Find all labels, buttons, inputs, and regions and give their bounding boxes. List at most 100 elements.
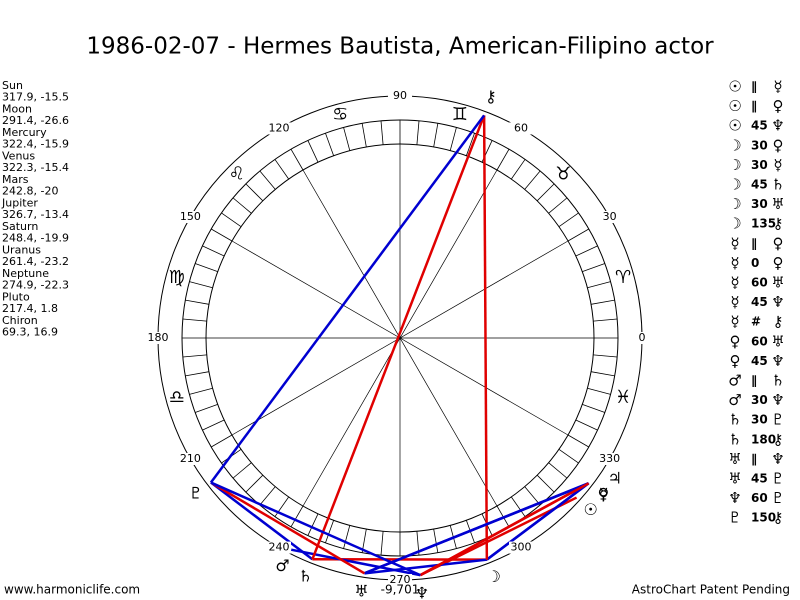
- planet-name: Saturn: [2, 220, 38, 233]
- band-tick: [524, 170, 541, 190]
- aspect-planet-a: ♄: [728, 411, 741, 429]
- band-tick: [548, 462, 568, 479]
- aspect-type: 180: [751, 432, 776, 446]
- aspect-planet-a: ☽: [728, 156, 741, 174]
- aspect-planet-b: ♀: [773, 234, 784, 252]
- band-tick: [274, 159, 290, 180]
- aspect-line: [209, 114, 486, 484]
- degree-label-bg: [178, 453, 203, 465]
- planet-coords: 274.9, -22.3: [2, 279, 69, 292]
- tick-band: [182, 120, 618, 556]
- planet-coords: 248.4, -19.9: [2, 232, 69, 245]
- declination: -15.4: [41, 161, 69, 174]
- band-tick: [575, 245, 598, 257]
- aspect-planet-b: ♅: [771, 274, 784, 292]
- degree-label: 210: [180, 452, 201, 465]
- declination: -20: [41, 185, 59, 198]
- band-tick: [185, 299, 210, 305]
- declination: -26.6: [41, 114, 69, 127]
- band-tick: [211, 434, 233, 448]
- degree-label: 270: [390, 573, 411, 586]
- sign-glyph: ♊: [452, 104, 468, 125]
- planet-glyph: ♃: [608, 469, 622, 488]
- aspect-type: 30: [751, 197, 768, 211]
- planet-glyph: ☉: [584, 500, 598, 519]
- planet-name: Pluto: [2, 291, 30, 304]
- aspect-type: 45: [751, 354, 768, 368]
- planet-coords: 291.4, -26.6: [2, 114, 69, 127]
- planet-coords: 322.4, -15.9: [2, 138, 69, 151]
- aspect-planet-a: ♇: [728, 509, 741, 527]
- aspect-planet-b: ♆: [771, 293, 784, 311]
- aspect-type: 30: [751, 158, 768, 172]
- degree-label: 300: [511, 541, 532, 554]
- band-tick: [524, 486, 541, 506]
- degree-label: 60: [514, 121, 528, 134]
- degree-label-bg: [388, 574, 412, 586]
- aspect-planet-a: ☽: [728, 195, 741, 213]
- planet-glyph: ☽: [487, 567, 501, 586]
- band-tick: [189, 387, 213, 395]
- aspect-type: 60: [751, 276, 768, 290]
- planet-coords: 322.3, -15.4: [2, 161, 69, 174]
- aspect-planet-b: ☿: [773, 156, 782, 174]
- degree-label: 120: [269, 121, 290, 134]
- aspect-planet-a: ♄: [728, 430, 741, 448]
- degree-label-bg: [178, 211, 203, 223]
- band-tick: [307, 140, 319, 163]
- separator: ,: [34, 91, 41, 104]
- planet-name: Moon: [2, 103, 32, 116]
- declination: -15.5: [41, 91, 69, 104]
- band-tick: [195, 403, 218, 413]
- longitude: 326.7: [2, 208, 34, 221]
- aspect-planet-a: ☉: [728, 117, 741, 135]
- band-tick: [259, 170, 276, 190]
- planet-name: Jupiter: [1, 197, 38, 210]
- band-tick: [465, 133, 475, 156]
- aspect-planet-a: ☽: [728, 215, 741, 233]
- band-tick: [182, 354, 207, 358]
- aspect-planet-a: ♅: [728, 470, 741, 488]
- separator: ,: [34, 185, 41, 198]
- planet-coords: 317.9, -15.5: [2, 91, 69, 104]
- aspect-planet-b: ♇: [771, 470, 784, 488]
- planet-glyph: ☿: [599, 484, 609, 503]
- band-tick: [558, 448, 579, 464]
- aspect-planet-b: ⚷: [773, 509, 784, 527]
- aspect-planet-a: ☉: [728, 97, 741, 115]
- band-tick: [510, 159, 526, 180]
- degree-label-bg: [509, 122, 533, 135]
- aspect-line: [210, 481, 421, 577]
- degree-label-bg: [630, 332, 654, 344]
- band-tick: [593, 318, 618, 322]
- longitude: 248.4: [2, 232, 34, 245]
- aspect-planet-a: ♂: [728, 391, 741, 409]
- band-tick: [290, 149, 304, 171]
- aspect-planet-b: ♆: [771, 117, 784, 135]
- band-tick: [307, 513, 319, 536]
- band-tick: [202, 245, 225, 257]
- aspect-type: 0: [751, 256, 759, 270]
- aspect-type: 45: [751, 472, 768, 486]
- band-tick: [449, 127, 457, 151]
- sign-glyph: ♈: [615, 267, 631, 288]
- aspect-type: 30: [751, 138, 768, 152]
- aspect-planet-b: ⚷: [773, 430, 784, 448]
- aspect-type: 135: [751, 217, 776, 231]
- aspect-planet-a: ☿: [730, 254, 739, 272]
- longitude: 261.4: [2, 255, 34, 268]
- aspect-line: [210, 481, 314, 561]
- band-tick: [593, 354, 618, 358]
- planet-name: Sun: [2, 79, 23, 92]
- aspect-type: 45: [751, 295, 768, 309]
- degree-label: 30: [603, 210, 617, 223]
- declination: -22.3: [41, 279, 69, 292]
- planet-coords: 326.7, -13.4: [2, 208, 69, 221]
- aspect-planet-a: ♀: [730, 332, 741, 350]
- planet-name: Chiron: [2, 314, 38, 327]
- aspect-planet-b: ♆: [771, 450, 784, 468]
- planet-name: Neptune: [2, 267, 49, 280]
